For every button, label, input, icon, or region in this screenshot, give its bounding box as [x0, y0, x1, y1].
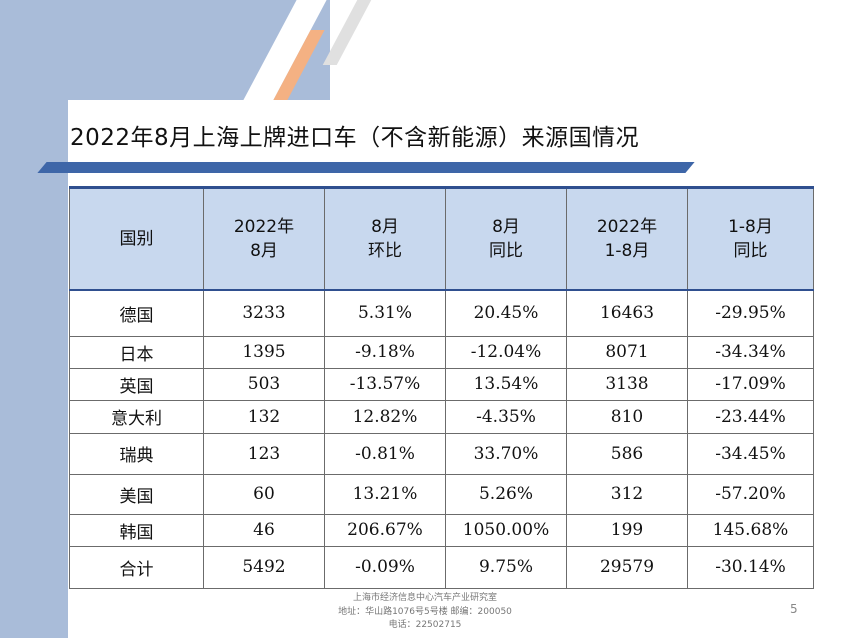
header-text: 环比	[368, 241, 402, 261]
cell-country: 意大利	[69, 399, 204, 434]
cell-value: 20.45%	[445, 289, 567, 337]
cell-value: -13.57%	[324, 367, 446, 401]
footer-address: 地址：华山路1076号5号楼 邮编：200050	[338, 607, 512, 617]
decor-slash-grey	[322, 0, 372, 65]
header-text: 同比	[489, 241, 523, 261]
header-text: 2022年	[233, 217, 295, 237]
header-aug-mom: 8月 环比	[324, 187, 446, 291]
cell-value: 132	[203, 399, 325, 434]
cell-value: 16463	[566, 289, 688, 337]
cell-value: 9.75%	[445, 545, 567, 589]
table-row: 意大利 132 12.82% -4.35% 810 -23.44%	[69, 399, 814, 434]
header-text: 1-8月	[728, 217, 773, 237]
cell-value: -0.09%	[324, 545, 446, 589]
cell-value: 5.26%	[445, 473, 567, 515]
cell-country: 日本	[69, 335, 204, 369]
cell-value: 123	[203, 432, 325, 475]
import-source-table: 国别 2022年 8月 8月 环比 8月 同比 2022年 1-8月 1-8月 …	[69, 186, 814, 589]
slide-title: 2022年8月上海上牌进口车（不含新能源）来源国情况	[70, 125, 640, 151]
cell-country: 英国	[69, 367, 204, 401]
header-country: 国别	[69, 187, 204, 291]
cell-value: 60	[203, 473, 325, 515]
cell-value: -57.20%	[687, 473, 814, 515]
cell-value: 145.68%	[687, 513, 814, 547]
cell-country: 德国	[69, 289, 204, 337]
cell-value: 5.31%	[324, 289, 446, 337]
cell-value: 33.70%	[445, 432, 567, 475]
cell-value: 810	[566, 399, 688, 434]
cell-value: 3233	[203, 289, 325, 337]
table-row: 美国 60 13.21% 5.26% 312 -57.20%	[69, 473, 814, 515]
cell-value: 199	[566, 513, 688, 547]
cell-value: 5492	[203, 545, 325, 589]
cell-value: 586	[566, 432, 688, 475]
page-number: 5	[790, 602, 798, 616]
cell-value: 12.82%	[324, 399, 446, 434]
title-underline	[37, 162, 695, 173]
footer-org: 上海市经济信息中心汽车产业研究室	[352, 593, 497, 603]
header-aug-2022: 2022年 8月	[203, 187, 325, 291]
cell-value: 1395	[203, 335, 325, 369]
cell-value: 312	[566, 473, 688, 515]
header-ytd-yoy: 1-8月 同比	[687, 187, 814, 291]
header-text: 8月	[250, 241, 278, 261]
cell-total-label: 合计	[69, 545, 204, 589]
table-row: 韩国 46 206.67% 1050.00% 199 145.68%	[69, 513, 814, 547]
header-text: 8月	[492, 217, 520, 237]
cell-value: 46	[203, 513, 325, 547]
header-text: 8月	[371, 217, 399, 237]
table-row: 瑞典 123 -0.81% 33.70% 586 -34.45%	[69, 432, 814, 475]
header-aug-yoy: 8月 同比	[445, 187, 567, 291]
cell-value: 1050.00%	[445, 513, 567, 547]
header-text: 2022年	[596, 217, 658, 237]
header-ytd-2022: 2022年 1-8月	[566, 187, 688, 291]
cell-value: 206.67%	[324, 513, 446, 547]
cell-country: 瑞典	[69, 432, 204, 475]
table-row: 日本 1395 -9.18% -12.04% 8071 -34.34%	[69, 335, 814, 369]
cell-value: -17.09%	[687, 367, 814, 401]
cell-value: 3138	[566, 367, 688, 401]
cell-value: 13.54%	[445, 367, 567, 401]
header-text: 国别	[119, 229, 154, 249]
cell-value: -30.14%	[687, 545, 814, 589]
table-row: 德国 3233 5.31% 20.45% 16463 -29.95%	[69, 289, 814, 337]
left-decor-band	[0, 0, 68, 638]
cell-value: 29579	[566, 545, 688, 589]
table-header-row: 国别 2022年 8月 8月 环比 8月 同比 2022年 1-8月 1-8月 …	[69, 187, 814, 291]
cell-value: -23.44%	[687, 399, 814, 434]
header-text: 1-8月	[604, 241, 650, 261]
table-row: 英国 503 -13.57% 13.54% 3138 -17.09%	[69, 367, 814, 401]
cell-value: -34.45%	[687, 432, 814, 475]
cell-value: -34.34%	[687, 335, 814, 369]
footer-phone: 电话：22502715	[388, 620, 462, 630]
cell-value: 13.21%	[324, 473, 446, 515]
cell-country: 美国	[69, 473, 204, 515]
cell-country: 韩国	[69, 513, 204, 547]
cell-value: -4.35%	[445, 399, 567, 434]
cell-value: 8071	[566, 335, 688, 369]
cell-value: -12.04%	[445, 335, 567, 369]
cell-value: -9.18%	[324, 335, 446, 369]
header-text: 同比	[733, 241, 768, 261]
cell-value: -0.81%	[324, 432, 446, 475]
cell-value: -29.95%	[687, 289, 814, 337]
cell-value: 503	[203, 367, 325, 401]
table-total-row: 合计 5492 -0.09% 9.75% 29579 -30.14%	[69, 545, 814, 589]
